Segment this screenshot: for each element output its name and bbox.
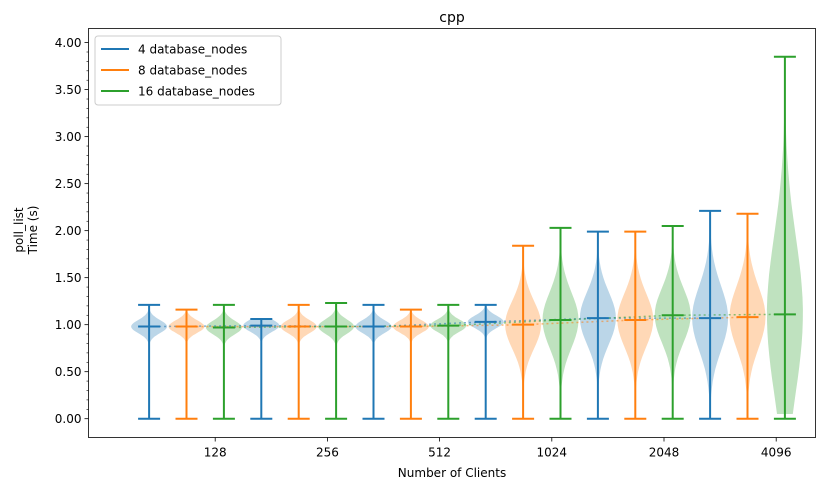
- x-axis-title: Number of Clients: [398, 466, 506, 480]
- mean-trend-lines: [149, 313, 785, 329]
- x-tick-label: 2048: [649, 446, 680, 460]
- y-axis-title-line2: Time (s): [26, 206, 40, 256]
- y-tick-label: 0.50: [55, 365, 82, 379]
- mean-trend-line: [149, 317, 711, 328]
- plot-frame: [88, 28, 816, 438]
- mean-trend-line: [223, 313, 785, 329]
- y-tick-label: 3.50: [55, 83, 82, 97]
- y-tick-label: 1.00: [55, 318, 82, 332]
- legend-label: 4 database_nodes: [138, 43, 247, 57]
- x-tick-label: 4096: [761, 446, 792, 460]
- mean-trend-line: [186, 316, 748, 328]
- x-tick-label: 1024: [537, 446, 568, 460]
- whisker-marks: [138, 55, 796, 420]
- x-tick-label: 512: [428, 446, 451, 460]
- legend: 4 database_nodes 8 database_nodes 16 datab…: [94, 35, 282, 106]
- legend-box: [94, 35, 282, 106]
- chart-title: cpp: [439, 10, 465, 26]
- legend-label: 8 database_nodes: [138, 64, 247, 78]
- x-tick-label: 128: [204, 446, 227, 460]
- legend-label: 16 database_nodes: [138, 85, 255, 99]
- y-tick-label: 3.00: [55, 130, 82, 144]
- x-axis: 128 256 512 1024 2048 4096: [204, 437, 792, 460]
- y-axis-title-line1: poll_list: [12, 207, 26, 253]
- y-tick-label: 2.00: [55, 224, 82, 238]
- y-tick-label: 0.00: [55, 412, 82, 426]
- y-tick-label: 4.00: [55, 36, 82, 50]
- x-tick-label: 256: [316, 446, 339, 460]
- y-tick-label: 1.50: [55, 271, 82, 285]
- y-tick-label: 2.50: [55, 177, 82, 191]
